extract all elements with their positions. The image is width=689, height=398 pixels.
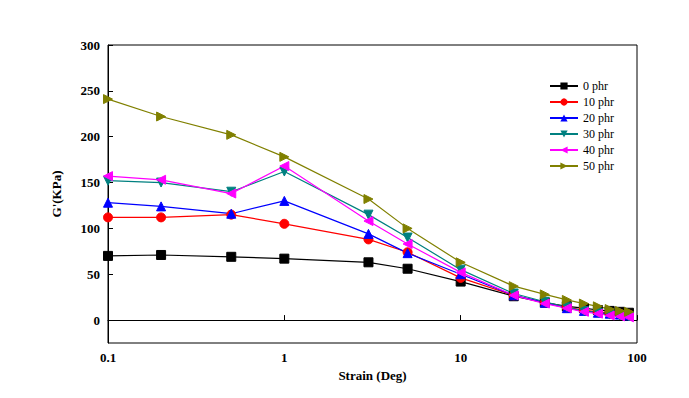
svg-text:10 phr: 10 phr [583,95,614,109]
svg-text:0: 0 [94,313,101,328]
svg-text:0.1: 0.1 [100,350,116,365]
svg-text:150: 150 [81,175,101,190]
svg-text:10: 10 [454,350,467,365]
svg-text:300: 300 [81,38,101,53]
svg-text:20 phr: 20 phr [583,111,614,125]
svg-text:50 phr: 50 phr [583,159,614,173]
svg-text:40 phr: 40 phr [583,143,614,157]
svg-text:G'(KPa): G'(KPa) [49,171,64,218]
svg-text:50: 50 [87,267,100,282]
svg-text:0 phr: 0 phr [583,79,608,93]
svg-text:30 phr: 30 phr [583,127,614,141]
svg-text:200: 200 [81,129,101,144]
svg-text:100: 100 [627,350,647,365]
svg-text:1: 1 [281,350,288,365]
svg-text:100: 100 [81,221,101,236]
svg-text:Strain (Deg): Strain (Deg) [338,368,406,383]
svg-text:250: 250 [81,83,101,98]
